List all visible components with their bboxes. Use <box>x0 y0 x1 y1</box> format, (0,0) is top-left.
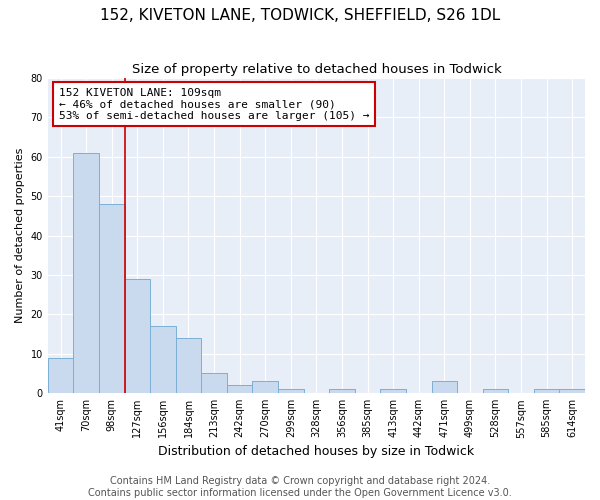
X-axis label: Distribution of detached houses by size in Todwick: Distribution of detached houses by size … <box>158 444 475 458</box>
Text: 152, KIVETON LANE, TODWICK, SHEFFIELD, S26 1DL: 152, KIVETON LANE, TODWICK, SHEFFIELD, S… <box>100 8 500 22</box>
Bar <box>73 153 99 393</box>
Bar <box>534 390 559 393</box>
Bar <box>150 326 176 393</box>
Bar <box>48 358 73 393</box>
Bar <box>201 374 227 393</box>
Text: 152 KIVETON LANE: 109sqm
← 46% of detached houses are smaller (90)
53% of semi-d: 152 KIVETON LANE: 109sqm ← 46% of detach… <box>59 88 369 120</box>
Bar <box>125 279 150 393</box>
Bar <box>482 390 508 393</box>
Bar <box>329 390 355 393</box>
Bar <box>227 386 253 393</box>
Bar <box>278 390 304 393</box>
Bar <box>253 382 278 393</box>
Bar <box>380 390 406 393</box>
Y-axis label: Number of detached properties: Number of detached properties <box>15 148 25 324</box>
Bar <box>559 390 585 393</box>
Bar <box>176 338 201 393</box>
Bar <box>99 204 125 393</box>
Title: Size of property relative to detached houses in Todwick: Size of property relative to detached ho… <box>131 62 501 76</box>
Bar <box>431 382 457 393</box>
Text: Contains HM Land Registry data © Crown copyright and database right 2024.
Contai: Contains HM Land Registry data © Crown c… <box>88 476 512 498</box>
